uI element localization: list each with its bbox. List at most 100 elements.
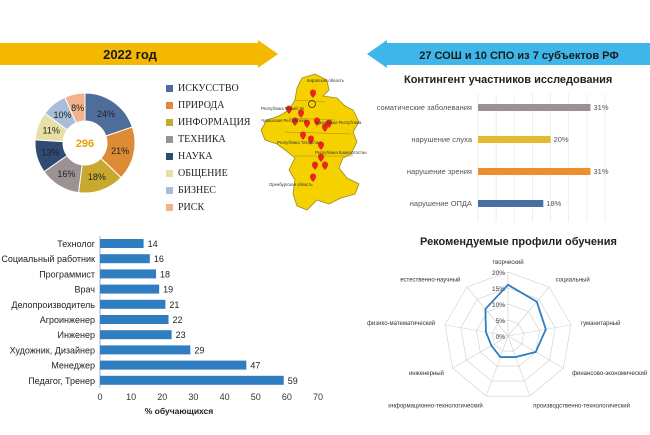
legend-label: ПРИРОДА	[178, 100, 225, 111]
legend-swatch	[166, 102, 173, 109]
professions-bar	[100, 239, 144, 248]
legend-item: ТЕХНИКА	[166, 131, 250, 148]
legend-swatch	[166, 187, 173, 194]
donut-slice	[64, 92, 86, 124]
radar-axis-label: естественно-научный	[400, 276, 460, 283]
radar-grid-ring	[476, 303, 540, 367]
professions-value-label: 18	[160, 269, 170, 279]
radar-spoke	[466, 286, 509, 337]
map-marker-icon	[310, 173, 316, 182]
map-marker-icon	[310, 89, 316, 98]
radar-tick-label: 10%	[492, 302, 505, 309]
professions-x-axis-title: % обучающихся	[145, 406, 214, 416]
radar-grid-ring	[444, 271, 572, 397]
contingent-bar	[478, 200, 544, 207]
contingent-chart: 0%5%10%15%20%25%30%35%соматические забол…	[377, 94, 613, 226]
radar-axis-label: финансово-экономический	[572, 370, 647, 377]
map-marker-icon	[298, 109, 304, 118]
map-marker-icon	[322, 123, 328, 132]
banner-right: 27 СОШ и 10 СПО из 7 субъектов РФ	[367, 40, 650, 68]
banner-right-title: 27 СОШ и 10 СПО из 7 субъектов РФ	[419, 50, 619, 62]
map-marker-icon	[304, 119, 310, 128]
banner-right-bar	[387, 43, 650, 65]
map-marker-icon	[318, 141, 324, 150]
contingent-tick-label: 0%	[473, 225, 484, 226]
professions-value-label: 19	[163, 285, 173, 295]
professions-bar	[100, 254, 150, 264]
professions-category-label: Художник, Дизайнер	[10, 345, 95, 355]
contingent-value-label: 18%	[546, 199, 561, 208]
professions-category-label: Социальный работник	[1, 254, 95, 264]
donut-slice-label: 21%	[111, 146, 129, 156]
map-label-0: Кировская область	[307, 78, 345, 83]
professions-tick-label: 10	[126, 392, 136, 402]
donut-slice-label: 24%	[97, 109, 115, 119]
radar-axis-label: социальный	[556, 276, 590, 283]
legend-label: РИСК	[178, 202, 205, 213]
map-marker-icon	[318, 153, 324, 162]
map-marker-icon	[326, 119, 332, 128]
contingent-bar	[478, 168, 591, 175]
professions-value-label: 21	[169, 300, 179, 310]
contingent-tick-label: 25%	[561, 225, 576, 226]
donut-slice-label: 16%	[57, 169, 75, 179]
professions-value-label: 14	[148, 239, 158, 249]
radar-spoke	[444, 324, 509, 337]
professions-bar	[100, 284, 160, 294]
professions-tick-label: 60	[282, 392, 292, 402]
donut-center-label: 296	[76, 138, 94, 150]
legend-item: РИСК	[166, 199, 250, 216]
professions-category-label: Менеджер	[51, 361, 95, 371]
legend-swatch	[166, 136, 173, 143]
professions-tick-label: 20	[157, 392, 167, 402]
donut-slice-label: 10%	[53, 110, 71, 120]
legend-label: НАУКА	[178, 151, 213, 162]
radar-spoke	[507, 286, 550, 337]
banner-left-bar	[0, 43, 258, 65]
map-marker-icon	[308, 135, 314, 144]
radar-grid-ring	[460, 287, 556, 382]
contingent-category-label: нарушение слуха	[411, 135, 472, 144]
contingent-category-label: соматические заболевания	[377, 103, 472, 112]
map-marker-icon	[286, 105, 292, 114]
professions-bar	[100, 330, 172, 340]
radar-tick-label: 5%	[496, 318, 506, 325]
donut-chart: 24% 21% 18% 16% 13% 11% 10%8% 296	[34, 92, 136, 194]
radar-axis-label: информационно-технологический	[388, 403, 482, 410]
legend-item: ПРИРОДА	[166, 97, 250, 114]
radar-axis-label: творческий	[492, 259, 523, 266]
professions-category-label: Врач	[74, 285, 95, 295]
contingent-tick-label: 15%	[525, 225, 540, 226]
map-marker-icon	[314, 117, 320, 126]
donut-slice-label: 11%	[43, 126, 60, 136]
legend-label: ОБЩЕНИЕ	[178, 168, 228, 179]
donut-legend: ИСКУССТВО ПРИРОДА ИНФОРМАЦИЯ ТЕХНИКА НАУКА ОБ…	[166, 80, 250, 216]
contingent-title: Контингент участников исследования	[404, 74, 613, 86]
map-marker-icon	[292, 117, 298, 126]
legend-label: ТЕХНИКА	[178, 134, 226, 145]
professions-bar	[100, 360, 247, 370]
radar-tick-label: 15%	[492, 286, 505, 293]
contingent-tick-label: 35%	[597, 225, 612, 226]
map-capital-icon	[308, 100, 316, 108]
banner-left-title: 2022 год	[103, 47, 158, 62]
radar-spoke	[485, 335, 509, 397]
professions-value-label: 29	[194, 345, 204, 355]
professions-tick-label: 70	[313, 392, 323, 402]
map-marker-icon	[322, 161, 328, 170]
donut-slice-label: 18%	[88, 172, 106, 182]
professions-category-label: Инженер	[58, 330, 95, 340]
radar-axis-label: физико-математический	[367, 320, 435, 327]
legend-swatch	[166, 170, 173, 177]
legend-item: БИЗНЕС	[166, 182, 250, 199]
radar-spoke	[507, 335, 531, 397]
map-label-3: Удмуртская Республика	[315, 120, 362, 125]
professions-category-label: Агроинженер	[40, 315, 95, 325]
contingent-category-label: нарушение ОПДА	[410, 199, 472, 208]
professions-value-label: 16	[154, 254, 164, 264]
map-marker-icon	[312, 161, 318, 170]
contingent-tick-label: 20%	[543, 225, 558, 226]
contingent-tick-label: 30%	[579, 225, 594, 226]
professions-value-label: 23	[176, 330, 186, 340]
radar-spoke	[507, 324, 572, 337]
